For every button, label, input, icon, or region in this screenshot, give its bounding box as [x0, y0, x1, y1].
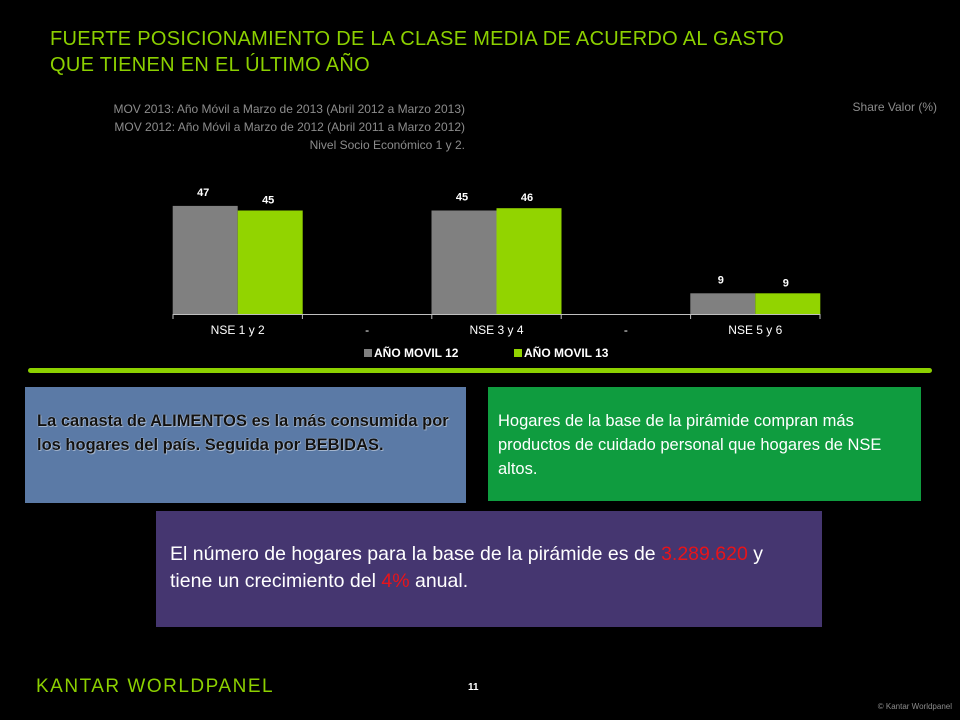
growth-rate: 4%: [381, 570, 410, 592]
bar: [172, 205, 238, 314]
kantar-worldpanel-logo: KANTAR WORLDPANEL: [36, 676, 275, 697]
legend-label: AÑO MOVIL 13: [524, 345, 609, 360]
bar: [431, 210, 497, 314]
note-mov-2013: MOV 2013: Año Móvil a Marzo de 2013 (Abr…: [113, 102, 465, 116]
insight-box-food: La canasta de ALIMENTOS es la más consum…: [25, 387, 466, 503]
x-tick-label: NSE 5 y 6: [728, 323, 782, 337]
bar: [755, 293, 821, 314]
bar: [496, 208, 562, 314]
highlight-alimentos: ALIMENTOS: [150, 412, 247, 430]
data-label: 45: [456, 192, 468, 204]
household-count: 3.289.620: [661, 543, 748, 565]
data-label: 47: [197, 187, 209, 199]
x-tick-label: NSE 1 y 2: [211, 323, 265, 337]
page-number: 11: [468, 682, 479, 693]
bar: [237, 210, 303, 314]
note-mov-2012: MOV 2012: Año Móvil a Marzo de 2012 (Abr…: [114, 120, 465, 134]
title-line-1: FUERTE POSICIONAMIENTO DE LA CLASE MEDIA…: [50, 28, 785, 50]
share-label: Share Valor (%): [852, 100, 937, 114]
x-tick-label: NSE 3 y 4: [469, 323, 523, 337]
data-label: 9: [718, 274, 724, 286]
note-nse: Nivel Socio Económico 1 y 2.: [309, 138, 465, 152]
data-label: 45: [262, 195, 274, 207]
data-label: 9: [783, 277, 789, 289]
insight-box-personal-care: Hogares de la base de la pirámide compra…: [488, 387, 921, 501]
legend-swatch: [514, 349, 522, 357]
copyright: © Kantar Worldpanel: [877, 702, 952, 711]
data-label: 46: [521, 192, 533, 204]
bar-chart: NSE 1 y 2 47 45 - NSE 3 y 4 45 46 - NSE 5 y 6 9 9 A…: [172, 187, 821, 360]
bar: [690, 293, 756, 314]
divider-line: [28, 368, 932, 373]
x-tick-label: -: [365, 323, 369, 337]
highlight-bebidas: BEBIDAS: [304, 436, 379, 454]
page-title: FUERTE POSICIONAMIENTO DE LA CLASE MEDIA…: [50, 26, 930, 78]
legend-label: AÑO MOVIL 12: [374, 345, 459, 360]
legend-swatch: [364, 349, 372, 357]
title-line-2: QUE TIENEN EN EL ÚLTIMO AÑO: [50, 54, 371, 76]
chart-notes: MOV 2013: Año Móvil a Marzo de 2013 (Abr…: [0, 100, 465, 154]
x-tick-label: -: [624, 323, 628, 337]
insight-box-households: El número de hogares para la base de la …: [156, 511, 822, 627]
